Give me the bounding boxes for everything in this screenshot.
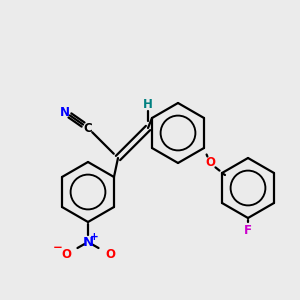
Text: H: H <box>143 98 153 110</box>
Text: N: N <box>82 236 94 248</box>
Text: +: + <box>90 232 98 242</box>
Text: C: C <box>84 122 92 134</box>
Text: O: O <box>205 157 215 169</box>
Text: F: F <box>244 224 252 236</box>
Text: N: N <box>60 106 70 118</box>
Text: O: O <box>105 248 115 260</box>
Text: O: O <box>61 248 71 260</box>
Text: −: − <box>53 242 63 254</box>
